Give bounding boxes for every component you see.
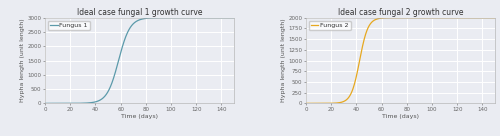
Fungus 1 bbox=[191, 17, 197, 18]
Legend: Fungus 2: Fungus 2 bbox=[309, 21, 350, 30]
Fungus 1 bbox=[42, 103, 48, 104]
Legend: Fungus 1: Fungus 1 bbox=[48, 21, 90, 30]
Fungus 1 bbox=[134, 20, 140, 22]
Line: Fungus 2: Fungus 2 bbox=[306, 18, 495, 103]
Fungus 1 bbox=[129, 24, 135, 26]
Fungus 2 bbox=[395, 17, 401, 18]
Fungus 1 bbox=[226, 17, 232, 18]
Fungus 2 bbox=[486, 17, 492, 18]
Fungus 1 bbox=[226, 17, 232, 18]
Fungus 2 bbox=[303, 103, 309, 104]
Fungus 2 bbox=[312, 103, 318, 104]
Fungus 1 bbox=[52, 103, 58, 104]
Fungus 2 bbox=[452, 17, 458, 18]
Y-axis label: Hypha length (unit length): Hypha length (unit length) bbox=[282, 19, 286, 102]
Fungus 2 bbox=[486, 17, 492, 18]
Fungus 1 bbox=[231, 17, 237, 18]
X-axis label: Time (days): Time (days) bbox=[121, 114, 158, 119]
Title: Ideal case fungal 2 growth curve: Ideal case fungal 2 growth curve bbox=[338, 8, 463, 17]
Fungus 2 bbox=[492, 17, 498, 18]
Line: Fungus 1: Fungus 1 bbox=[45, 18, 234, 103]
Title: Ideal case fungal 1 growth curve: Ideal case fungal 1 growth curve bbox=[77, 8, 202, 17]
X-axis label: Time (days): Time (days) bbox=[382, 114, 419, 119]
Fungus 2 bbox=[390, 17, 396, 18]
Y-axis label: Hypha length (unit length): Hypha length (unit length) bbox=[20, 19, 25, 102]
